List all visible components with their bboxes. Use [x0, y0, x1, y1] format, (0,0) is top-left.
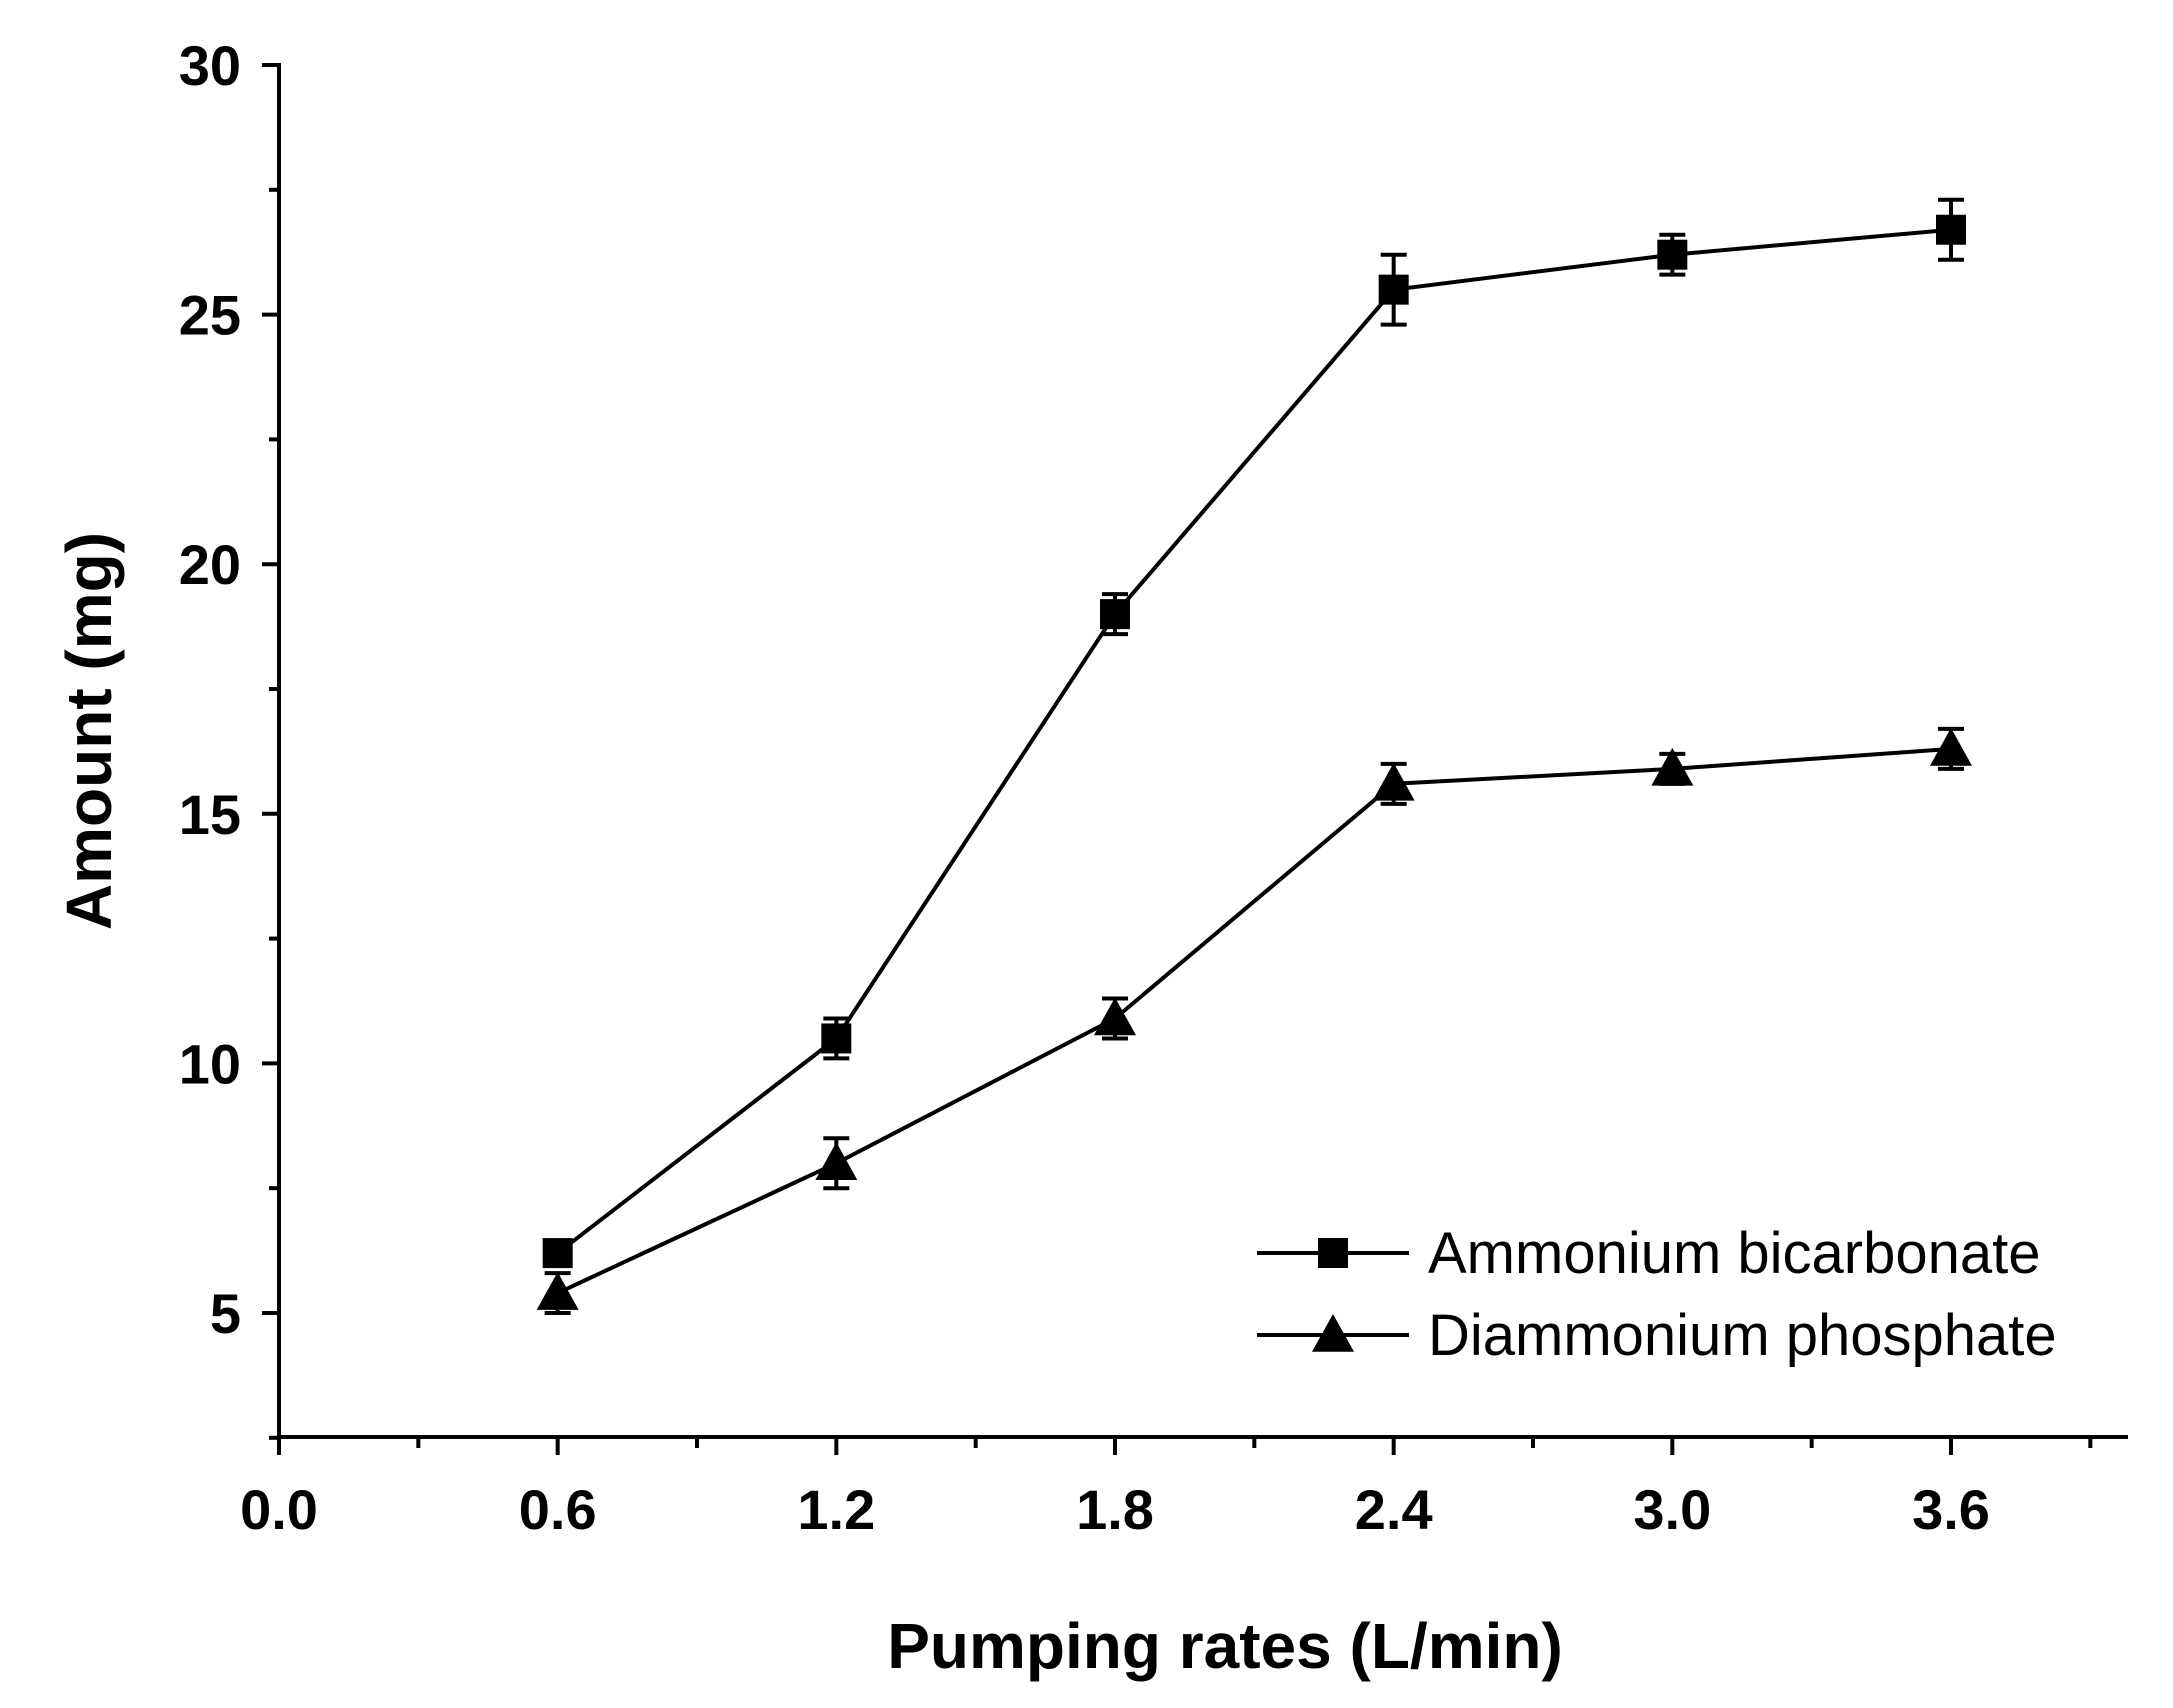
x-tick-label: 1.8	[1076, 1478, 1154, 1541]
series-line-diammonium-phosphate	[556, 746, 1952, 1295]
x-tick-label: 3.0	[1633, 1478, 1711, 1541]
data-point-ammonium-bicarbonate	[1378, 274, 1409, 305]
series-layer	[536, 197, 1972, 1315]
legend-item-ammonium-bicarbonate: Ammonium bicarbonate	[1257, 1221, 2041, 1286]
ticks	[262, 63, 2093, 1455]
legend-marker-ammonium-bicarbonate	[1318, 1238, 1348, 1268]
data-point-ammonium-bicarbonate	[1100, 599, 1130, 630]
y-tick-label: 25	[179, 284, 241, 347]
y-tick-label: 15	[179, 783, 241, 846]
x-axis-title: Pumping rates (L/min)	[887, 1610, 1563, 1682]
data-point-diammonium-phosphate	[1651, 747, 1694, 786]
y-tick-label: 30	[179, 34, 241, 97]
axes	[277, 63, 2128, 1439]
data-point-ammonium-bicarbonate	[1657, 239, 1688, 270]
y-tick-label: 5	[210, 1282, 241, 1345]
data-point-diammonium-phosphate	[815, 1142, 858, 1181]
legend: Ammonium bicarbonate Diammonium phosphate	[1257, 1221, 2057, 1368]
legend-label-diammonium-phosphate: Diammonium phosphate	[1428, 1303, 2057, 1368]
legend-label-ammonium-bicarbonate: Ammonium bicarbonate	[1428, 1221, 2041, 1286]
series-ammonium-bicarbonate	[542, 197, 1966, 1269]
tick-labels: 5 10 15 20 25 30 0.0 0.6 1.2 1.8 2.4 3.0 3.6	[179, 34, 1990, 1541]
data-point-diammonium-phosphate	[1372, 762, 1415, 801]
y-tick-label: 20	[179, 533, 241, 596]
y-tick-label: 10	[179, 1032, 241, 1095]
data-point-diammonium-phosphate	[536, 1272, 579, 1310]
data-point-ammonium-bicarbonate	[1936, 214, 1966, 245]
x-tick-label: 1.2	[797, 1478, 875, 1541]
data-point-diammonium-phosphate	[1930, 727, 1972, 766]
data-point-diammonium-phosphate	[1094, 997, 1136, 1036]
x-tick-label: 0.6	[519, 1478, 597, 1541]
x-tick-label: 0.0	[240, 1478, 318, 1541]
series-diammonium-phosphate	[536, 726, 1972, 1315]
legend-marker-diammonium-phosphate	[1312, 1314, 1354, 1352]
x-tick-label: 3.6	[1912, 1478, 1990, 1541]
legend-item-diammonium-phosphate: Diammonium phosphate	[1257, 1303, 2057, 1368]
data-point-ammonium-bicarbonate	[821, 1023, 852, 1054]
series-line-ammonium-bicarbonate	[556, 227, 1952, 1255]
data-point-ammonium-bicarbonate	[542, 1238, 573, 1269]
x-tick-label: 2.4	[1355, 1478, 1433, 1541]
y-axis-title: Amount (mg)	[53, 532, 125, 930]
